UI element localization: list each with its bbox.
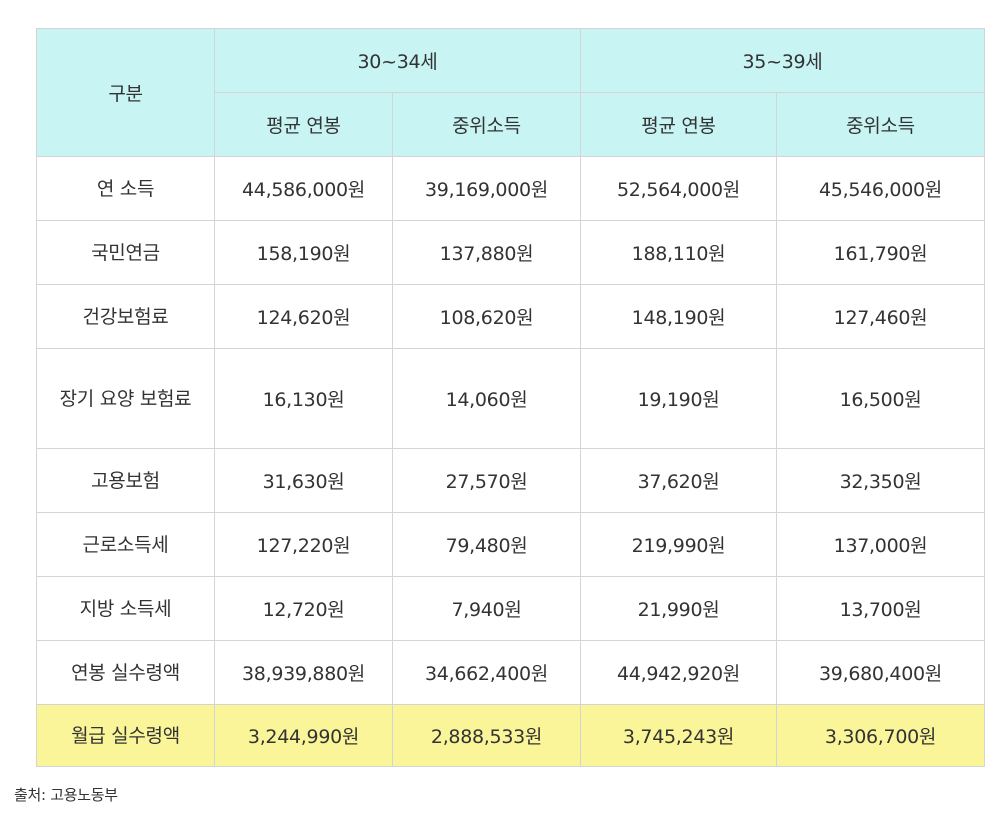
corner-header: 구분 <box>36 28 215 157</box>
table-row: 근로소득세 127,220원 79,480원 219,990원 137,000원 <box>36 512 985 577</box>
table-row: 고용보험 31,630원 27,570원 37,620원 32,350원 <box>36 448 985 513</box>
table-cell: 127,220원 <box>214 512 393 577</box>
table-cell: 148,190원 <box>580 284 777 349</box>
table-cell: 3,244,990원 <box>214 704 393 767</box>
sub-header-avg-salary: 평균 연봉 <box>580 92 777 157</box>
row-label: 연 소득 <box>36 156 215 221</box>
table-cell: 38,939,880원 <box>214 640 393 705</box>
table-row: 장기 요양 보험료 16,130원 14,060원 19,190원 16,500… <box>36 348 985 449</box>
row-label: 장기 요양 보험료 <box>36 348 215 449</box>
table-cell: 44,586,000원 <box>214 156 393 221</box>
table-cell: 27,570원 <box>392 448 581 513</box>
table-row: 건강보험료 124,620원 108,620원 148,190원 127,460… <box>36 284 985 349</box>
table-cell: 21,990원 <box>580 576 777 641</box>
sub-header-median-income: 중위소득 <box>392 92 581 157</box>
table-cell: 7,940원 <box>392 576 581 641</box>
table-cell: 37,620원 <box>580 448 777 513</box>
table-cell: 3,745,243원 <box>580 704 777 767</box>
salary-table-container: 구분 30~34세 35~39세 평균 연봉 중위소득 평균 연봉 중위소득 연… <box>36 28 985 767</box>
table-cell: 31,630원 <box>214 448 393 513</box>
table-cell: 219,990원 <box>580 512 777 577</box>
table-cell: 39,169,000원 <box>392 156 581 221</box>
table-cell: 188,110원 <box>580 220 777 285</box>
table-cell: 3,306,700원 <box>776 704 985 767</box>
row-label: 근로소득세 <box>36 512 215 577</box>
row-label: 국민연금 <box>36 220 215 285</box>
row-label: 월급 실수령액 <box>36 704 215 767</box>
table-cell: 158,190원 <box>214 220 393 285</box>
table-cell: 52,564,000원 <box>580 156 777 221</box>
table-cell: 12,720원 <box>214 576 393 641</box>
table-cell: 19,190원 <box>580 348 777 449</box>
sub-header-avg-salary: 평균 연봉 <box>214 92 393 157</box>
salary-table: 구분 30~34세 35~39세 평균 연봉 중위소득 평균 연봉 중위소득 연… <box>36 28 985 767</box>
table-cell: 13,700원 <box>776 576 985 641</box>
table-cell: 108,620원 <box>392 284 581 349</box>
source-caption: 출처: 고용노동부 <box>14 786 118 804</box>
table-cell: 34,662,400원 <box>392 640 581 705</box>
table-cell: 44,942,920원 <box>580 640 777 705</box>
table-row: 국민연금 158,190원 137,880원 188,110원 161,790원 <box>36 220 985 285</box>
row-label: 지방 소득세 <box>36 576 215 641</box>
table-cell: 2,888,533원 <box>392 704 581 767</box>
group-header-30-34: 30~34세 <box>214 28 581 93</box>
table-cell: 137,000원 <box>776 512 985 577</box>
table-cell: 32,350원 <box>776 448 985 513</box>
table-cell: 161,790원 <box>776 220 985 285</box>
highlighted-table-row: 월급 실수령액 3,244,990원 2,888,533원 3,745,243원… <box>36 704 985 767</box>
table-cell: 16,500원 <box>776 348 985 449</box>
table-cell: 137,880원 <box>392 220 581 285</box>
table-cell: 14,060원 <box>392 348 581 449</box>
row-label: 연봉 실수령액 <box>36 640 215 705</box>
table-cell: 45,546,000원 <box>776 156 985 221</box>
table-cell: 39,680,400원 <box>776 640 985 705</box>
row-label: 고용보험 <box>36 448 215 513</box>
table-row: 지방 소득세 12,720원 7,940원 21,990원 13,700원 <box>36 576 985 641</box>
table-cell: 16,130원 <box>214 348 393 449</box>
table-cell: 79,480원 <box>392 512 581 577</box>
group-header-35-39: 35~39세 <box>580 28 985 93</box>
table-row: 연 소득 44,586,000원 39,169,000원 52,564,000원… <box>36 156 985 221</box>
row-label: 건강보험료 <box>36 284 215 349</box>
table-row: 연봉 실수령액 38,939,880원 34,662,400원 44,942,9… <box>36 640 985 705</box>
table-cell: 127,460원 <box>776 284 985 349</box>
sub-header-median-income: 중위소득 <box>776 92 985 157</box>
table-cell: 124,620원 <box>214 284 393 349</box>
